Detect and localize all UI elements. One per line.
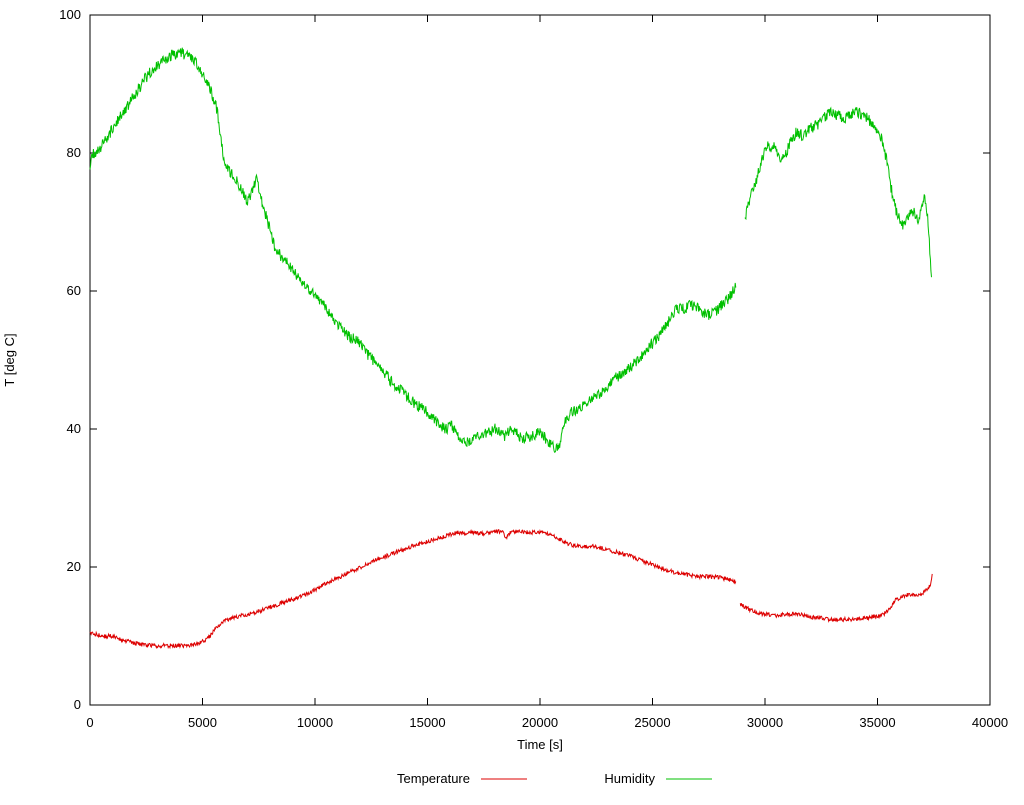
- y-tick-label: 60: [67, 283, 81, 298]
- x-tick-label: 0: [86, 715, 93, 730]
- x-tick-label: 25000: [634, 715, 670, 730]
- series-line-temperature: [739, 573, 933, 623]
- x-tick-label: 35000: [859, 715, 895, 730]
- x-axis-label: Time [s]: [517, 737, 563, 752]
- x-tick-label: 40000: [972, 715, 1008, 730]
- legend-label-humidity: Humidity: [604, 771, 655, 786]
- series-line-temperature: [89, 528, 737, 650]
- y-tick-label: 20: [67, 559, 81, 574]
- y-tick-label: 40: [67, 421, 81, 436]
- y-tick-label: 0: [74, 697, 81, 712]
- x-tick-label: 10000: [297, 715, 333, 730]
- plot-border: [89, 14, 991, 706]
- y-tick-label: 80: [67, 145, 81, 160]
- legend-label-temperature: Temperature: [397, 771, 470, 786]
- x-tick-label: 20000: [522, 715, 558, 730]
- series-line-humidity: [89, 47, 737, 453]
- x-tick-label: 15000: [409, 715, 445, 730]
- y-tick-label: 100: [59, 7, 81, 22]
- y-axis-label: T [deg C]: [2, 333, 17, 386]
- x-tick-label: 5000: [188, 715, 217, 730]
- x-tick-label: 30000: [747, 715, 783, 730]
- series-line-humidity: [744, 106, 932, 278]
